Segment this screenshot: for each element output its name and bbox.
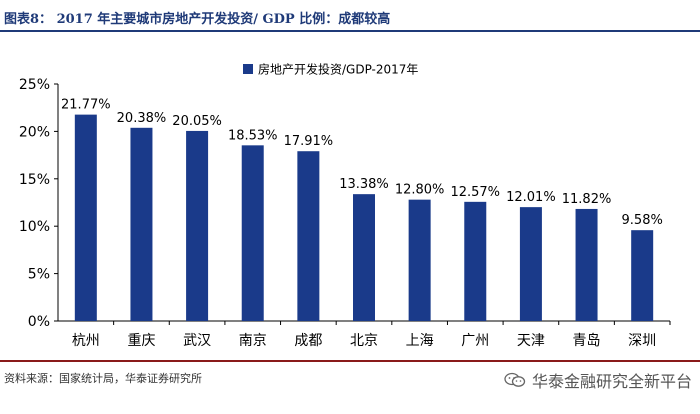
bar-上海 — [408, 199, 431, 321]
bar-深圳 — [631, 230, 654, 321]
data-label: 21.77% — [61, 98, 111, 113]
data-label: 17.91% — [284, 134, 334, 149]
bar-青岛 — [575, 208, 598, 321]
y-tick-label: 0% — [28, 314, 50, 330]
watermark: 华泰金融研究全新平台 — [504, 368, 692, 392]
data-label: 18.53% — [228, 128, 278, 143]
y-tick-label: 20% — [19, 124, 50, 140]
x-tick-label: 成都 — [294, 333, 322, 349]
data-label: 20.05% — [172, 114, 222, 129]
data-label: 9.58% — [622, 213, 663, 228]
y-tick-label: 5% — [28, 267, 50, 283]
bar-重庆 — [130, 127, 153, 321]
title-bar: 图表8： 2017 年主要城市房地产开发投资/ GDP 比例：成都较高 — [0, 0, 700, 30]
x-tick-label: 南京 — [239, 333, 267, 349]
bars — [74, 114, 654, 322]
y-axis: 0% 5% 10% 15% 20% 25% — [19, 77, 59, 330]
bar-南京 — [241, 145, 264, 321]
bar-武汉 — [186, 130, 209, 321]
bar-天津 — [519, 207, 542, 321]
x-axis: 杭州 重庆 武汉 南京 成都 北京 上海 广州 天津 青岛 深圳 — [58, 320, 671, 349]
y-tick-label: 15% — [19, 172, 50, 188]
x-tick-label: 天津 — [517, 333, 545, 349]
wechat-icon — [504, 372, 526, 387]
data-label: 12.01% — [506, 190, 556, 205]
bar-北京 — [353, 194, 375, 321]
x-tick-label: 武汉 — [183, 333, 211, 349]
data-labels: 21.77% 20.38% 20.05% 18.53% 17.91% 13.38% 12.8… — [61, 98, 663, 229]
bar-杭州 — [74, 114, 97, 322]
chart-title: 图表8： 2017 年主要城市房地产开发投资/ GDP 比例：成都较高 — [4, 12, 391, 27]
data-label: 12.57% — [450, 185, 500, 200]
y-tick-label: 10% — [19, 219, 50, 235]
x-tick-label: 青岛 — [573, 333, 601, 349]
watermark-text: 华泰金融研究全新平台 — [531, 372, 692, 391]
data-label: 12.80% — [395, 183, 445, 198]
source-note: 资料来源：国家统计局，华泰证券研究所 — [4, 372, 202, 385]
legend-label: 房地产开发投资/GDP-2017年 — [258, 62, 418, 77]
bar-广州 — [464, 201, 487, 321]
data-label: 20.38% — [117, 111, 167, 126]
data-label: 13.38% — [339, 177, 389, 192]
x-tick-label: 北京 — [350, 333, 378, 349]
footer-divider — [0, 360, 700, 362]
legend: 房地产开发投资/GDP-2017年 — [243, 62, 418, 77]
x-tick-label: 深圳 — [628, 333, 656, 349]
x-tick-label: 重庆 — [127, 333, 155, 349]
bar-成都 — [297, 151, 320, 321]
x-tick-label: 广州 — [461, 333, 489, 349]
data-label: 11.82% — [562, 192, 612, 207]
y-tick-label: 25% — [19, 77, 50, 93]
title-divider — [0, 30, 700, 32]
legend-swatch — [243, 64, 253, 74]
x-tick-label: 上海 — [406, 333, 434, 349]
x-tick-label: 杭州 — [72, 333, 100, 349]
bar-chart: 房地产开发投资/GDP-2017年 0% 5% 10% 15% 20% 25% 杭州 重庆 武… — [19, 62, 671, 349]
